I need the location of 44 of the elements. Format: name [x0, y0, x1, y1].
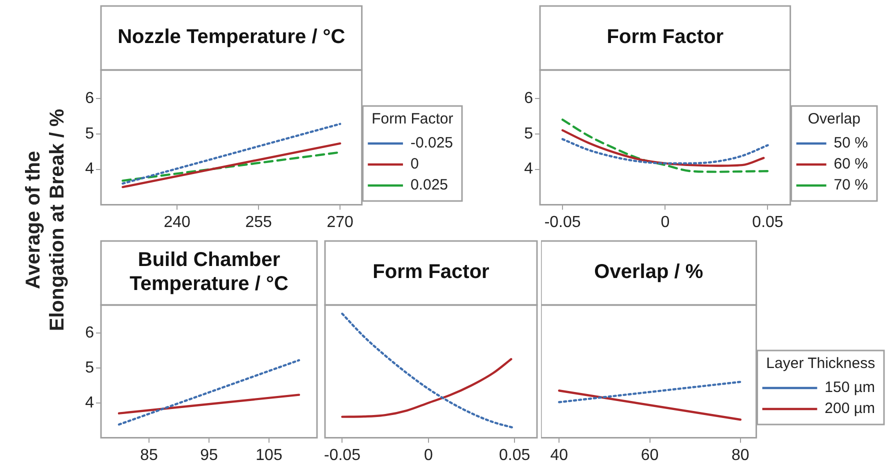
- legend-label: 200 µm: [824, 400, 876, 418]
- x-tick-label: 0.05: [752, 214, 784, 231]
- chart-title: Form Factor: [372, 261, 490, 284]
- x-tick-label: 270: [326, 214, 354, 231]
- legend-label: 50 %: [834, 134, 868, 152]
- x-tick-label: 0: [660, 214, 670, 231]
- y-tick-label: 4: [85, 394, 94, 412]
- legend-label: 0: [410, 156, 419, 173]
- x-tick-label: -0.05: [544, 214, 581, 231]
- chart-title: Overlap / %: [594, 261, 704, 284]
- y-tick-label: 6: [524, 90, 534, 107]
- y-tick-label: 6: [85, 90, 94, 107]
- chart-title: Form Factor: [606, 26, 724, 48]
- legend-title: Form Factor: [372, 110, 454, 128]
- legend-label: 150 µm: [824, 379, 876, 396]
- legend-label: -0.025: [410, 134, 454, 152]
- chart-title: Nozzle Temperature / °C: [118, 26, 346, 48]
- y-tick-label: 6: [85, 324, 94, 342]
- y-axis-title: Average of the Elongation at Break / %: [22, 108, 70, 334]
- x-tick-label: 95: [200, 446, 218, 464]
- legend-title: Layer Thickness: [766, 355, 876, 372]
- x-tick-label: 85: [140, 446, 158, 464]
- legend-label: 60 %: [834, 156, 868, 173]
- legend-label: 0.025: [410, 176, 448, 194]
- line-series: [561, 118, 769, 173]
- x-tick-label: 255: [245, 214, 272, 231]
- legend-title: Overlap: [808, 110, 860, 128]
- line-series: [561, 138, 769, 164]
- x-tick-label: 105: [256, 446, 282, 464]
- line-series: [561, 129, 765, 167]
- legend-label: 70 %: [834, 176, 868, 194]
- y-tick-label: 5: [524, 125, 534, 142]
- x-tick-label: 240: [164, 214, 191, 231]
- x-tick-label: 40: [550, 446, 568, 464]
- x-tick-label: 80: [732, 446, 750, 464]
- y-tick-label: 4: [85, 160, 94, 178]
- y-tick-label: 5: [85, 359, 94, 376]
- x-tick-label: -0.05: [324, 446, 361, 464]
- x-tick-label: 0: [424, 446, 433, 464]
- x-tick-label: 60: [640, 446, 659, 464]
- chart-title: Build Chamber Temperature / °C: [130, 249, 288, 296]
- y-tick-label: 4: [524, 160, 534, 178]
- y-tick-label: 5: [85, 125, 94, 142]
- x-tick-label: 0.05: [499, 446, 530, 464]
